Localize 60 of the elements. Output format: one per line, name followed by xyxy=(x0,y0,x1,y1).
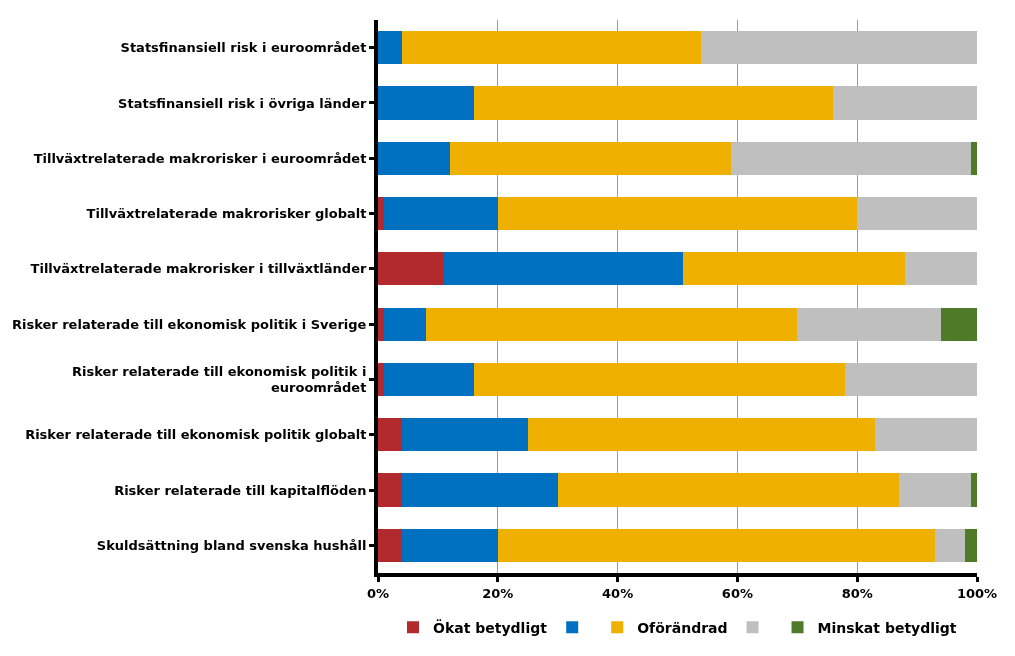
bar xyxy=(857,196,977,231)
y-tick-label: Risker relaterade till ekonomisk politik i euroområdet xyxy=(72,363,367,396)
legend-label: Ökat betydligt xyxy=(433,618,548,636)
bar xyxy=(383,307,426,341)
bar xyxy=(443,252,684,286)
bar xyxy=(497,528,936,562)
x-tick-label: 60% xyxy=(721,585,753,601)
bar xyxy=(383,196,498,231)
y-tick-label: Statsfinansiell risk i euroområdet xyxy=(120,40,367,56)
bar xyxy=(401,528,498,562)
bar xyxy=(378,473,402,507)
bar xyxy=(965,528,977,562)
y-tick-label: Risker relaterade till kapitalflöden xyxy=(114,482,367,498)
legend-label: Minskat betydligt xyxy=(817,619,957,636)
bar xyxy=(378,141,450,175)
bar xyxy=(378,307,384,341)
x-tick-label: 100% xyxy=(956,585,998,601)
bar xyxy=(833,86,977,120)
bar xyxy=(557,473,900,507)
bar xyxy=(497,196,858,231)
y-tick-label: Tillväxtrelaterade makrorisker i euroområdet xyxy=(33,150,367,166)
x-tick-label: 0% xyxy=(366,585,390,601)
bar xyxy=(899,473,972,507)
y-tick-label: Risker relaterade till ekonomisk politik i Sverige xyxy=(11,316,367,332)
y-tick-label: Tillväxtrelaterade makrorisker i tillväxtländer xyxy=(30,261,367,277)
bar xyxy=(797,307,942,341)
bar xyxy=(971,473,977,507)
bar xyxy=(473,362,846,397)
y-tick-label: Statsfinansiell risk i övriga länder xyxy=(118,95,367,111)
bar xyxy=(425,307,798,341)
y-tick-label: Tillväxtrelaterade makrorisker globalt xyxy=(86,206,367,222)
bar xyxy=(731,141,972,175)
bar xyxy=(971,141,977,175)
bar xyxy=(683,252,906,286)
bar xyxy=(401,418,528,452)
bar xyxy=(845,362,977,397)
bar xyxy=(378,252,444,286)
bar xyxy=(378,31,402,65)
bar xyxy=(527,418,876,452)
bar xyxy=(378,528,402,562)
bar xyxy=(941,307,977,341)
bar xyxy=(401,473,558,507)
bar xyxy=(378,418,402,452)
bar xyxy=(378,196,384,231)
x-tick-label: 20% xyxy=(482,585,514,601)
bar xyxy=(935,528,966,562)
bar xyxy=(473,86,834,120)
bar xyxy=(875,418,977,452)
bar xyxy=(378,86,474,120)
x-tick-label: 80% xyxy=(841,585,873,601)
bar xyxy=(383,362,474,397)
bar xyxy=(401,31,702,65)
bar xyxy=(701,31,977,65)
bar xyxy=(449,141,732,175)
bar xyxy=(905,252,977,286)
legend-label: Oförändrad xyxy=(637,619,728,636)
y-tick-label: Skuldsättning bland svenska hushåll xyxy=(96,537,367,553)
y-tick-label: Risker relaterade till ekonomisk politik globalt xyxy=(25,427,367,443)
bar xyxy=(378,362,384,397)
x-tick-label: 40% xyxy=(602,585,634,601)
